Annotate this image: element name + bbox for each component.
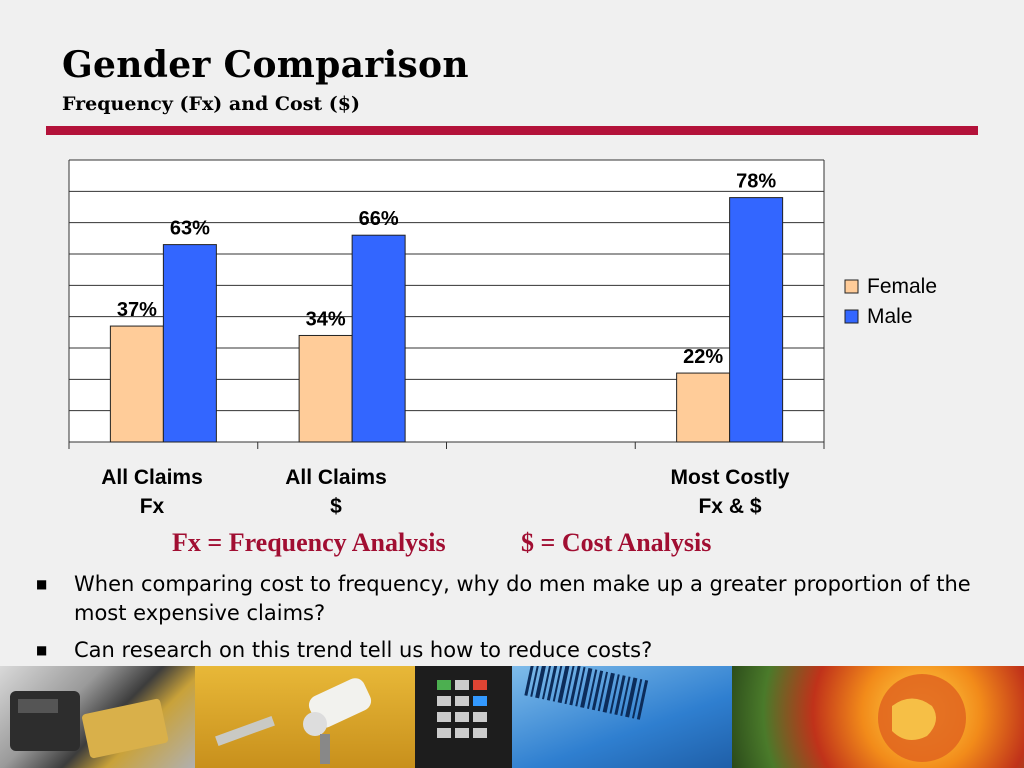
bar-female: [298, 334, 353, 443]
bullet-item: ■ When comparing cost to frequency, why …: [36, 570, 996, 628]
category-label: All Claims $: [236, 463, 436, 521]
category-label-line: All Claims: [101, 466, 203, 489]
category-label: All Claims Fx: [52, 463, 252, 521]
bar-female: [109, 325, 164, 443]
bullet-item: ■ Can research on this trend tell us how…: [36, 636, 996, 665]
data-label: 34%: [306, 308, 346, 330]
slide-title: Gender Comparison: [62, 44, 469, 86]
data-label: 37%: [117, 299, 157, 321]
globe-icon: [878, 674, 966, 762]
category-label: Most Costly Fx & $: [630, 463, 830, 521]
bullet-text: Can research on this trend tell us how t…: [74, 638, 653, 662]
bullet-text: When comparing cost to frequency, why do…: [74, 572, 971, 625]
category-label-line: Most Costly: [670, 466, 790, 489]
legend-label: Female: [867, 275, 937, 298]
barcode-icon: [524, 666, 649, 720]
legend-swatch-female: [844, 279, 859, 294]
data-label: 63%: [170, 218, 210, 240]
category-label-line: $: [330, 495, 342, 518]
bullet-list: ■ When comparing cost to frequency, why …: [36, 570, 996, 673]
data-label: 22%: [683, 346, 723, 368]
category-label-line: Fx & $: [698, 495, 762, 518]
decorative-image-strip: [0, 666, 1024, 768]
title-divider: [46, 126, 978, 135]
category-label-line: Fx: [139, 495, 165, 518]
bar-chart: 37% 34% 22% 63% 66% 78% Female Male: [68, 159, 937, 449]
legend-swatch-male: [844, 309, 859, 324]
legend-label: Male: [867, 305, 913, 328]
bullet-marker-icon: ■: [36, 643, 48, 657]
bullet-marker-icon: ■: [36, 577, 48, 591]
frequency-caption: Fx = Frequency Analysis: [172, 528, 446, 557]
bar-male: [729, 197, 784, 443]
security-camera-image: [195, 666, 415, 768]
globe-image: [732, 666, 1024, 768]
data-label: 78%: [736, 171, 776, 193]
data-label: 66%: [359, 208, 399, 230]
security-camera-icon: [215, 678, 372, 764]
keypad-image: [415, 666, 512, 768]
cost-caption: $ = Cost Analysis: [521, 528, 712, 557]
bar-male: [162, 244, 217, 443]
barcode-image: [512, 666, 732, 768]
bar-female: [676, 372, 731, 443]
slide-subtitle: Frequency (Fx) and Cost ($): [62, 93, 360, 115]
card-reader-image: [0, 666, 195, 768]
bar-male: [351, 234, 406, 443]
credit-card-icon: [10, 691, 169, 759]
keypad-icon: [437, 680, 487, 738]
category-label-line: All Claims: [285, 466, 387, 489]
